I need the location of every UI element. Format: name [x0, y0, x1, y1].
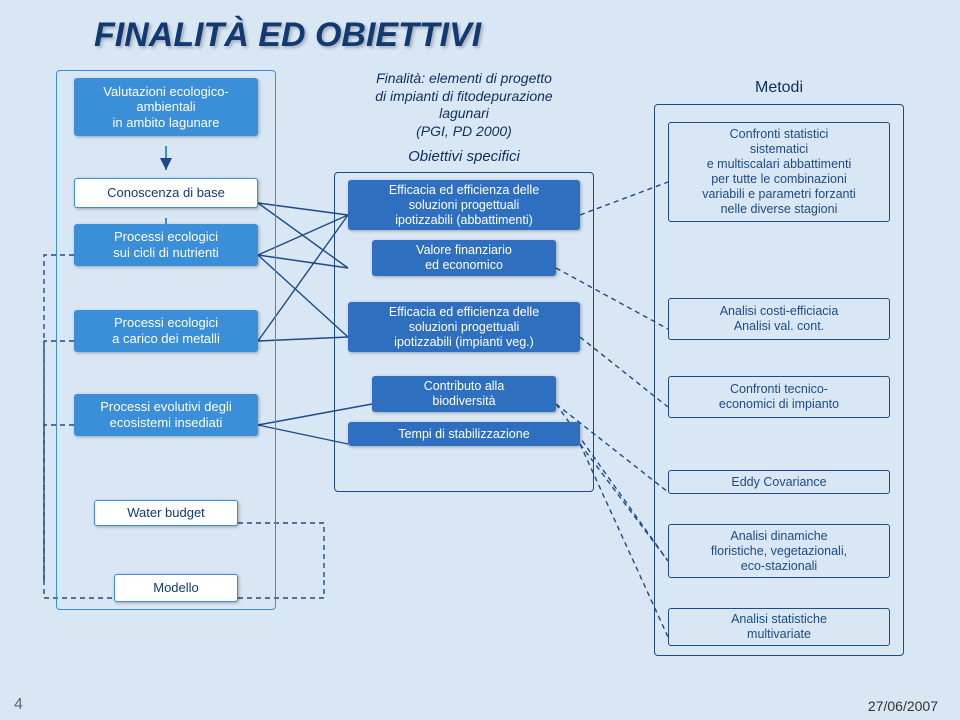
obiettivi-heading: Obiettivi specifici	[348, 148, 580, 170]
method-box-0: Confronti statistici sistematici e multi…	[668, 122, 890, 222]
left-box-3: Processi ecologici a carico dei metalli	[74, 310, 258, 352]
slide-date: 27/06/2007	[868, 698, 938, 714]
left-box-1: Conoscenza di base	[74, 178, 258, 208]
slide-title: FINALITÀ ED OBIETTIVI	[94, 16, 936, 55]
finalita-heading: Finalità: elementi di progetto di impian…	[348, 70, 580, 142]
diagram-canvas: Valutazioni ecologico- ambientali in amb…	[24, 70, 936, 690]
metodi-heading: Metodi	[724, 78, 834, 102]
method-box-1: Analisi costi-efficiacia Analisi val. co…	[668, 298, 890, 340]
left-box-0: Valutazioni ecologico- ambientali in amb…	[74, 78, 258, 136]
method-box-2: Confronti tecnico- economici di impianto	[668, 376, 890, 418]
left-box-6: Modello	[114, 574, 238, 602]
method-box-5: Analisi statistiche multivariate	[668, 608, 890, 646]
left-box-4: Processi evolutivi degli ecosistemi inse…	[74, 394, 258, 436]
page-number: 4	[14, 696, 23, 714]
objective-box-2: Efficacia ed efficienza delle soluzioni …	[348, 302, 580, 352]
left-box-2: Processi ecologici sui cicli di nutrient…	[74, 224, 258, 266]
method-box-3: Eddy Covariance	[668, 470, 890, 494]
objective-box-4: Tempi di stabilizzazione	[348, 422, 580, 446]
objective-box-3: Contributo alla biodiversità	[372, 376, 556, 412]
objective-box-1: Valore finanziario ed economico	[372, 240, 556, 276]
left-box-5: Water budget	[94, 500, 238, 526]
objective-box-0: Efficacia ed efficienza delle soluzioni …	[348, 180, 580, 230]
method-box-4: Analisi dinamiche floristiche, vegetazio…	[668, 524, 890, 578]
slide: FINALITÀ ED OBIETTIVI Valutazioni ecolog…	[0, 0, 960, 720]
